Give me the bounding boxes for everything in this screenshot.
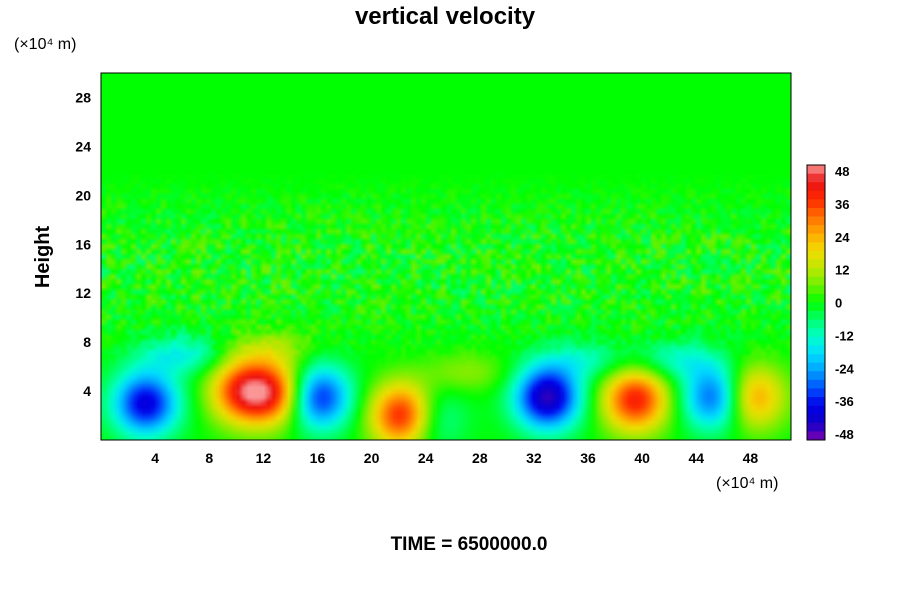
colorbar-band [807,302,825,312]
colorbar-tick-label: -48 [835,427,854,442]
x-tick-label: 4 [151,450,159,466]
colorbar-band [807,362,825,372]
colorbar-band [807,216,825,226]
colorbar-tick-label: -36 [835,394,854,409]
colorbar-tick-label: 48 [835,164,849,179]
colorbar-tick-label: -24 [835,361,855,376]
colorbar [806,164,826,441]
colorbar-tick-label: 24 [835,230,850,245]
y-tick-label: 4 [83,383,91,399]
colorbar-band [807,259,825,269]
colorbar-tick-label: 12 [835,263,849,278]
colorbar-band [807,422,825,432]
colorbar-band [807,336,825,346]
x-tick-label: 8 [205,450,213,466]
x-tick-label: 44 [689,450,705,466]
colorbar-band [807,388,825,398]
x-tick-label: 20 [364,450,380,466]
heatmap-field [101,73,791,440]
y-axis-label: Height [32,226,54,289]
colorbar-band [807,276,825,286]
colorbar-band [807,414,825,424]
x-tick-label: 36 [580,450,596,466]
x-tick-label: 32 [526,450,542,466]
colorbar-band [807,233,825,243]
colorbar-band [807,190,825,200]
colorbar-band [807,293,825,303]
x-tick-label: 40 [634,450,650,466]
colorbar-band [807,182,825,192]
plot-frame [100,72,792,441]
x-tick-label: 28 [472,450,488,466]
colorbar-band [807,199,825,209]
x-tick-label: 48 [743,450,759,466]
chart-title: vertical velocity [355,3,536,30]
x-tick-label: 24 [418,450,434,466]
x-tick-label: 12 [256,450,272,466]
y-unit-label: (×10⁴ m) [14,36,76,53]
y-tick-label: 28 [75,89,91,105]
colorbar-band [807,354,825,363]
x-tick-label: 16 [310,450,326,466]
colorbar-band [807,250,825,260]
heatmap [101,73,791,440]
colorbar-band [807,165,825,174]
colorbar-band [807,311,825,320]
colorbar-band [807,225,825,235]
y-tick-label: 8 [83,334,91,350]
y-tick-labels: 4 8 12 16 20 24 28 [75,89,91,399]
colorbar-tick-label: -12 [835,328,854,343]
colorbar-band [807,371,825,381]
x-unit-label: (×10⁴ m) [716,475,778,492]
colorbar-tick-labels: 48 36 24 12 0 -12 -24 -36 -48 [835,164,855,442]
y-tick-label: 16 [75,236,91,252]
colorbar-tick-label: 36 [835,197,849,212]
colorbar-band [807,268,825,278]
x-tick-labels: 4 8 12 16 20 24 28 32 36 40 44 48 [151,450,758,466]
colorbar-band [807,431,825,441]
colorbar-frame [806,164,826,441]
colorbar-band [807,319,825,329]
y-tick-label: 20 [75,187,91,203]
colorbar-band [807,285,825,295]
colorbar-band [807,328,825,338]
colorbar-band [807,405,825,415]
colorbar-band [807,397,825,406]
colorbar-band [807,242,825,252]
colorbar-band [807,345,825,355]
y-tick-label: 12 [75,285,91,301]
colorbar-tick-label: 0 [835,296,842,311]
y-tick-label: 24 [75,138,91,154]
colorbar-band [807,173,825,183]
colorbar-band [807,207,825,217]
colorbar-band [807,379,825,389]
time-label: TIME = 6500000.0 [391,534,548,555]
